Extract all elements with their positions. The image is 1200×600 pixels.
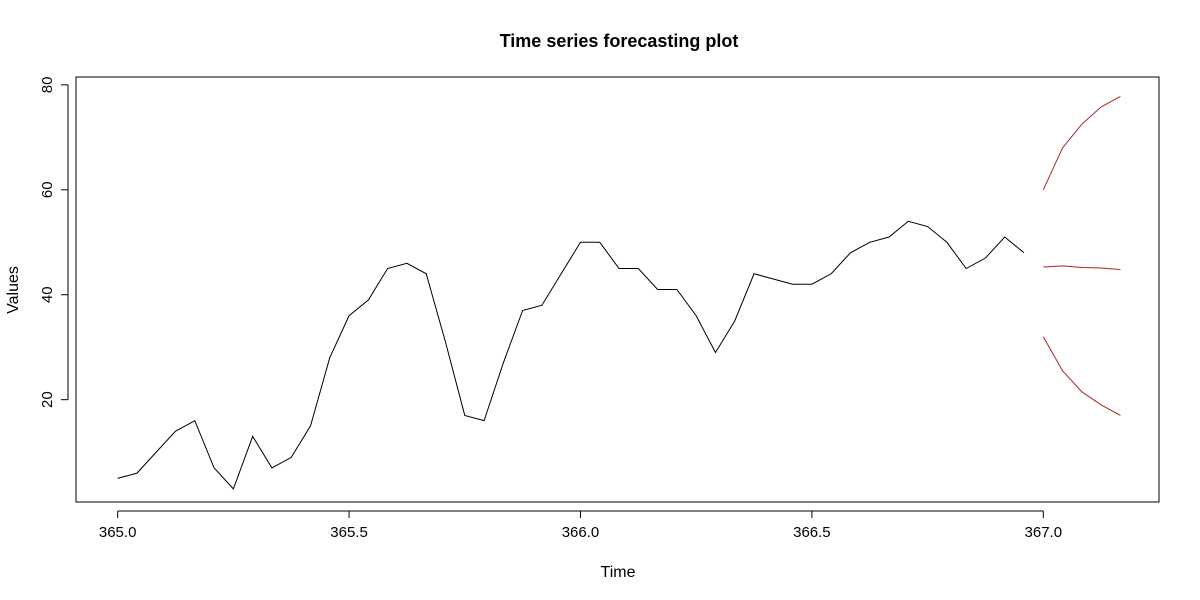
- y-tick-label: 60: [39, 181, 56, 198]
- plot-frame: [75, 76, 1160, 503]
- x-tick-label: 367.0: [1025, 524, 1063, 541]
- x-tick-label: 365.5: [330, 524, 368, 541]
- x-axis-label: Time: [601, 564, 636, 581]
- y-tick-label: 40: [39, 286, 56, 303]
- y-axis: 20 40 60 80: [39, 77, 69, 408]
- y-tick-label: 80: [39, 77, 56, 94]
- x-tick-label: 366.0: [562, 524, 600, 541]
- y-axis-label: Values: [5, 266, 22, 314]
- x-tick-label: 366.5: [793, 524, 831, 541]
- y-tick-label: 20: [39, 391, 56, 408]
- chart-title: Time series forecasting plot: [500, 31, 739, 51]
- forecast-series-line-3: [1042, 336, 1121, 416]
- x-axis: 365.0 365.5 366.0 366.5 367.0: [99, 510, 1063, 541]
- observed-series-line: [117, 220, 1025, 490]
- series-layer: [117, 95, 1121, 490]
- x-tick-label: 365.0: [99, 524, 137, 541]
- forecast-series-line-2: [1042, 95, 1121, 191]
- forecast-series-line-1: [1043, 265, 1121, 271]
